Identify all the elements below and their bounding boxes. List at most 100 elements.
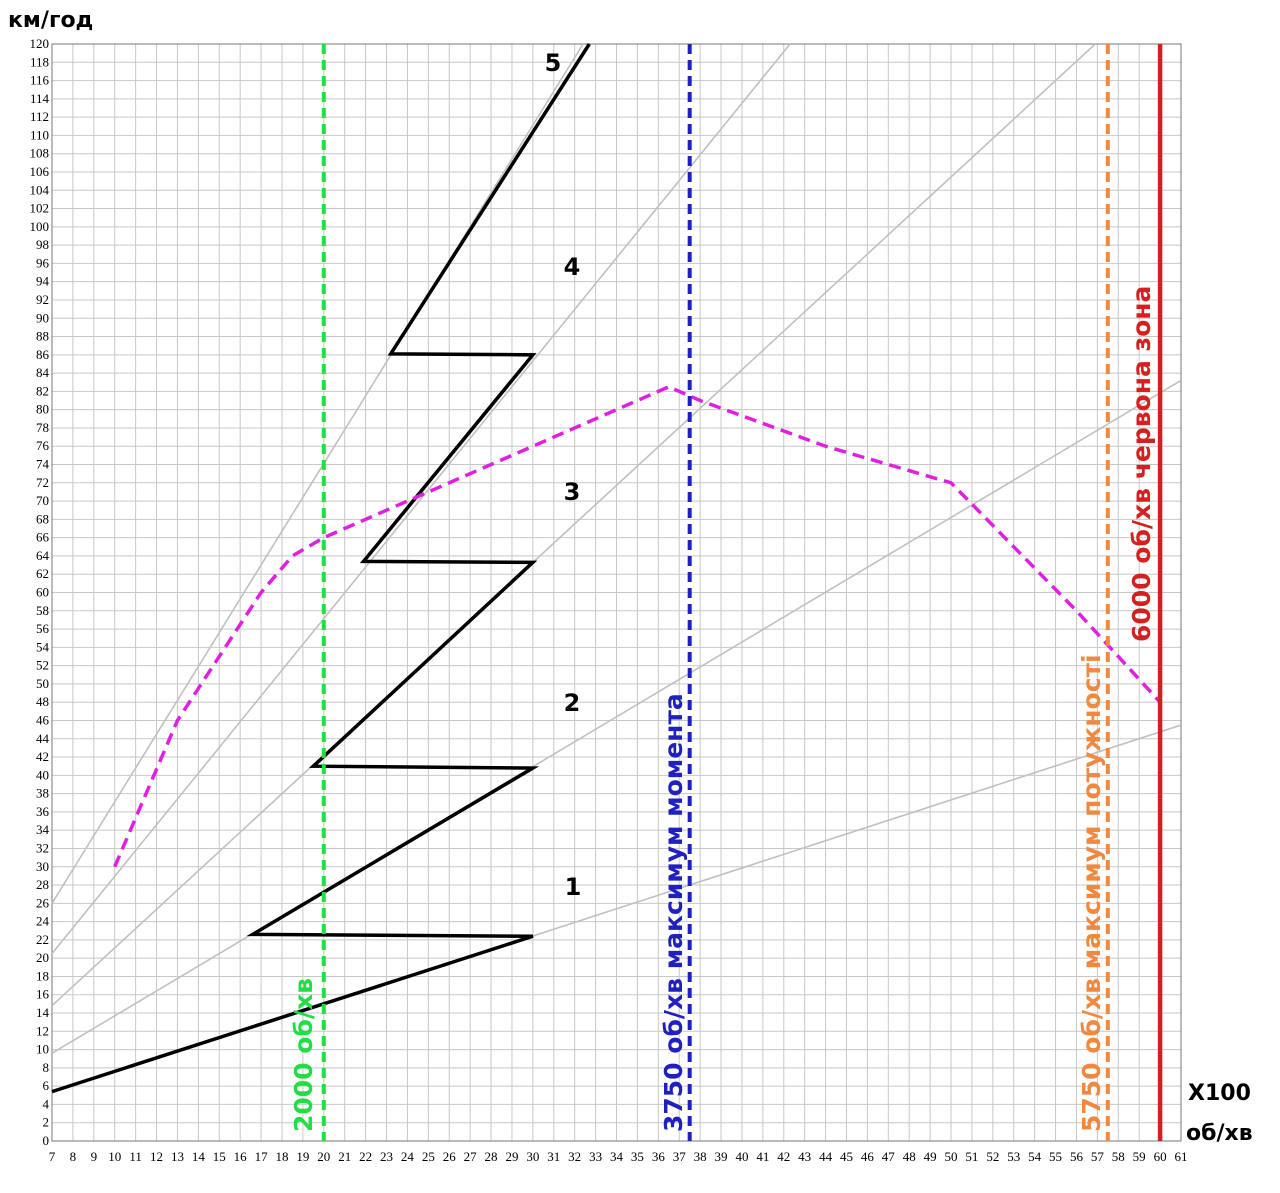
x-tick-label: 37 [673, 1149, 687, 1164]
x-tick-label: 32 [568, 1149, 581, 1164]
x-tick-label: 17 [255, 1149, 269, 1164]
y-tick-label: 98 [36, 237, 49, 252]
x-tick-label: 34 [610, 1149, 624, 1164]
series-line [51, 43, 591, 1094]
x-tick-label: 24 [401, 1149, 415, 1164]
x-tick-label: 61 [1175, 1149, 1188, 1164]
reference-label: 3750 об/хв максимум момента [659, 693, 688, 1132]
x-tick-label: 41 [756, 1149, 769, 1164]
y-tick-label: 12 [36, 1023, 49, 1038]
y-tick-label: 28 [36, 877, 49, 892]
x-tick-label: 27 [464, 1149, 478, 1164]
y-tick-label: 114 [30, 91, 50, 106]
y-tick-label: 40 [36, 767, 49, 782]
y-tick-label: 20 [36, 950, 49, 965]
y-tick-label: 70 [36, 493, 49, 508]
y-tick-label: 96 [36, 255, 50, 270]
x-tick-label: 21 [338, 1149, 351, 1164]
y-tick-label: 42 [36, 749, 49, 764]
x-tick-label: 13 [171, 1149, 184, 1164]
x-tick-label: 38 [694, 1149, 707, 1164]
y-tick-label: 120 [30, 36, 50, 51]
y-tick-label: 30 [36, 859, 49, 874]
series-line [51, 43, 1096, 1007]
y-tick-label: 22 [36, 932, 49, 947]
x-tick-label: 49 [924, 1149, 937, 1164]
gear-label: 3 [564, 478, 581, 506]
y-tick-label: 36 [36, 804, 50, 819]
y-tick-label: 38 [36, 786, 49, 801]
y-tick-label: 14 [36, 1005, 50, 1020]
x-tick-label: 47 [882, 1149, 896, 1164]
y-axis-label: км/год [8, 8, 93, 33]
gear-label: 5 [545, 49, 562, 77]
y-tick-label: 48 [36, 694, 49, 709]
x-tick-label: 30 [526, 1149, 539, 1164]
series-line [51, 43, 584, 904]
gear-label: 1 [565, 873, 582, 901]
y-tick-label: 94 [36, 274, 50, 289]
x-tick-label: 53 [1007, 1149, 1020, 1164]
y-tick-label: 46 [36, 712, 50, 727]
y-tick-label: 52 [36, 658, 49, 673]
y-tick-label: 18 [36, 968, 49, 983]
plot-border [51, 43, 1182, 1142]
y-tick-label: 64 [36, 548, 50, 563]
y-tick-label: 82 [36, 383, 49, 398]
x-tick-label: 10 [108, 1149, 121, 1164]
x-tick-label: 28 [485, 1149, 498, 1164]
y-tick-label: 78 [36, 420, 49, 435]
y-tick-label: 88 [36, 329, 49, 344]
y-tick-label: 84 [36, 365, 50, 380]
series-line [51, 379, 1182, 1054]
y-tick-label: 110 [30, 127, 49, 142]
x-tick-label: 12 [150, 1149, 163, 1164]
x-tick-label: 26 [443, 1149, 457, 1164]
x-tick-label: 22 [359, 1149, 372, 1164]
x-tick-label: 33 [589, 1149, 602, 1164]
x-tick-label: 58 [1112, 1149, 1125, 1164]
x-tick-label: 50 [945, 1149, 958, 1164]
gear-label: 2 [564, 689, 581, 717]
y-tick-label: 76 [36, 438, 50, 453]
y-tick-label: 0 [43, 1133, 50, 1148]
y-tick-label: 10 [36, 1042, 49, 1057]
x-tick-label: 31 [547, 1149, 560, 1164]
y-tick-label: 58 [36, 603, 49, 618]
series-line [113, 384, 1162, 868]
x-tick-label: 55 [1049, 1149, 1062, 1164]
y-tick-label: 54 [36, 639, 50, 654]
x-tick-label: 29 [505, 1149, 518, 1164]
y-tick-label: 66 [36, 530, 50, 545]
y-tick-label: 108 [30, 146, 50, 161]
x-tick-label: 45 [840, 1149, 853, 1164]
x-tick-label: 36 [652, 1149, 666, 1164]
y-tick-label: 116 [30, 73, 50, 88]
x-tick-label: 56 [1070, 1149, 1084, 1164]
x-tick-label: 18 [275, 1149, 288, 1164]
x-tick-label: 16 [234, 1149, 248, 1164]
x-tick-label: 20 [317, 1149, 330, 1164]
x-axis-label-top: X100 [1188, 1081, 1251, 1106]
y-tick-label: 68 [36, 511, 49, 526]
y-tick-label: 6 [43, 1078, 50, 1093]
y-tick-label: 112 [30, 109, 49, 124]
x-tick-label: 54 [1028, 1149, 1042, 1164]
y-tick-label: 60 [36, 585, 49, 600]
x-tick-label: 46 [861, 1149, 875, 1164]
y-tick-label: 50 [36, 676, 49, 691]
x-tick-label: 44 [819, 1149, 833, 1164]
x-tick-label: 35 [631, 1149, 644, 1164]
reference-label: 5750 об/хв максимум потужності [1077, 654, 1106, 1132]
y-tick-label: 8 [43, 1060, 50, 1075]
x-tick-label: 14 [192, 1149, 206, 1164]
x-tick-label: 9 [91, 1149, 98, 1164]
reference-label: 6000 об/хв червона зона [1127, 286, 1156, 642]
y-tick-label: 80 [36, 402, 49, 417]
x-tick-label: 48 [903, 1149, 916, 1164]
y-tick-label: 34 [36, 822, 50, 837]
y-tick-label: 62 [36, 566, 49, 581]
x-tick-label: 11 [129, 1149, 142, 1164]
x-tick-label: 60 [1154, 1149, 1167, 1164]
